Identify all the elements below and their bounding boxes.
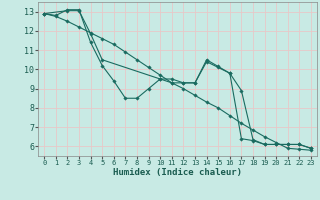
X-axis label: Humidex (Indice chaleur): Humidex (Indice chaleur) [113, 168, 242, 177]
